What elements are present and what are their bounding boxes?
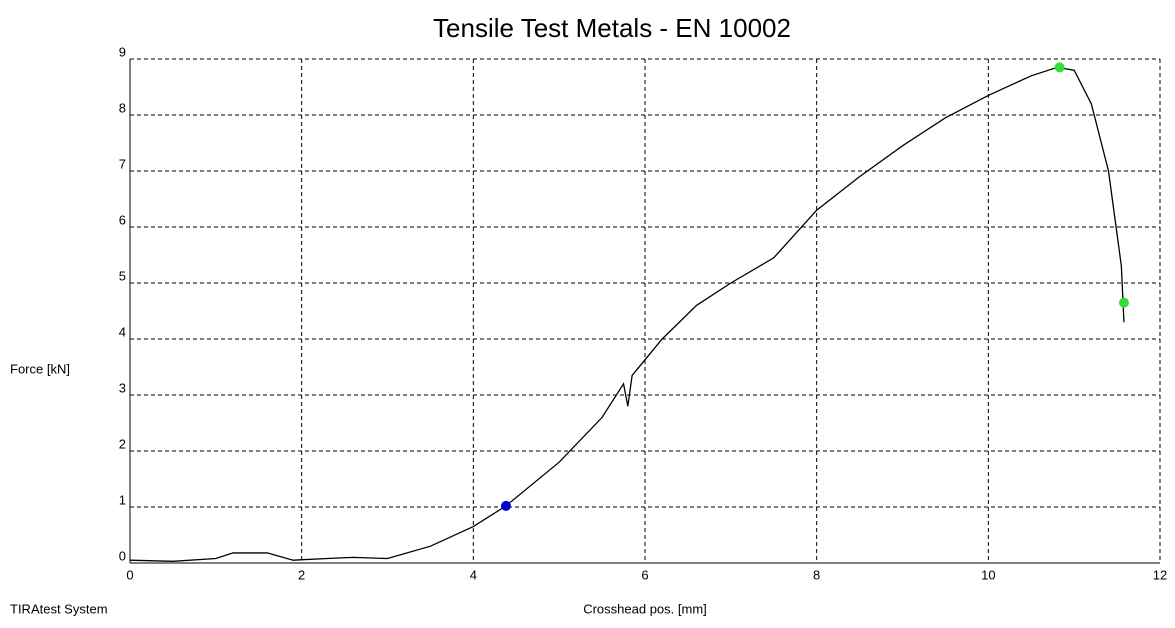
- y-tick-label: 6: [119, 212, 126, 227]
- x-tick-label: 6: [641, 567, 648, 582]
- x-tick-label: 0: [126, 567, 133, 582]
- y-tick-label: 0: [119, 548, 126, 563]
- y-tick-label: 2: [119, 436, 126, 451]
- chart-title: Tensile Test Metals - EN 10002: [433, 13, 791, 43]
- y-tick-label: 8: [119, 100, 126, 115]
- marker: [1118, 297, 1129, 308]
- y-tick-label: 9: [119, 44, 126, 59]
- x-axis-label: Crosshead pos. [mm]: [583, 601, 707, 616]
- data-line: [129, 66, 1125, 562]
- y-tick-label: 1: [119, 492, 126, 507]
- y-tick-label: 7: [119, 156, 126, 171]
- x-tick-label: 8: [813, 567, 820, 582]
- y-tick-label: 3: [119, 380, 126, 395]
- x-tick-label: 12: [1153, 567, 1167, 582]
- footer: TIRAtest System: [10, 601, 108, 616]
- marker: [1054, 62, 1065, 73]
- marker: [500, 500, 511, 511]
- y-axis-label: Force [kN]: [10, 361, 70, 376]
- y-tick-label: 4: [119, 324, 126, 339]
- x-tick-label: 4: [470, 567, 477, 582]
- x-tick-label: 10: [981, 567, 995, 582]
- x-tick-label: 2: [298, 567, 305, 582]
- y-tick-label: 5: [119, 268, 126, 283]
